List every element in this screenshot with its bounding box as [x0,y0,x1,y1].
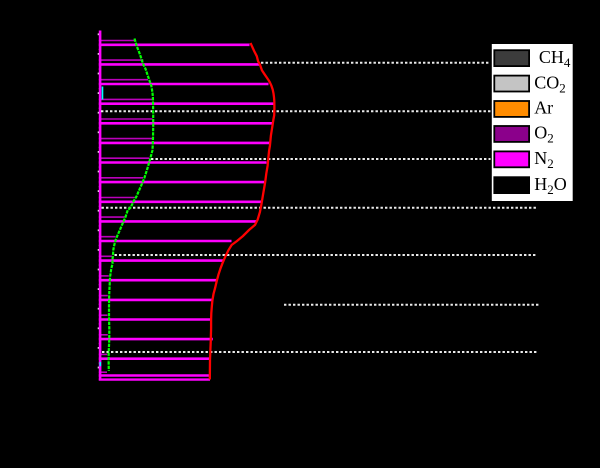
svg-text:Ar: Ar [534,98,553,118]
svg-text:H2O: H2O [534,174,567,197]
svg-text:CO2: CO2 [534,72,566,95]
svg-text:CH4: CH4 [539,47,571,70]
